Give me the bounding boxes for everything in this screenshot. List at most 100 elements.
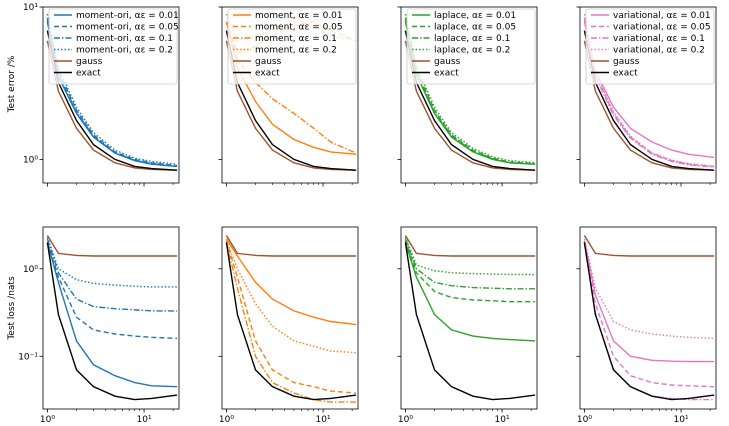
x-tick-label: 10¹ <box>316 415 331 425</box>
series-line-6 <box>225 242 357 401</box>
plot-frame <box>400 226 538 410</box>
legend-entry: moment, αε = 0.05 <box>255 23 343 33</box>
legend-entry: variational, αε = 0.05 <box>613 23 711 33</box>
series-line-3 <box>225 242 357 403</box>
series-line-5 <box>583 235 715 257</box>
series-line-6 <box>404 242 536 401</box>
series-line-2 <box>46 242 178 340</box>
x-tick-label: 10⁰ <box>40 415 55 425</box>
series-group <box>46 235 178 401</box>
panel-6: 10⁰10¹Epochs <box>218 226 359 425</box>
legend-box <box>48 8 178 85</box>
plot-frame <box>221 226 359 410</box>
x-tick-label: 10¹ <box>137 415 152 425</box>
series-line-5 <box>404 235 536 257</box>
legend-entry: moment-ori, αε = 0.05 <box>76 23 179 33</box>
legend-entry: variational, αε = 0.01 <box>613 11 711 21</box>
plot-frame <box>400 6 538 184</box>
legend-entry: moment, αε = 0.01 <box>255 11 343 21</box>
y-tick-label: 10⁰ <box>23 155 38 165</box>
y-tick-label: 10¹ <box>23 3 38 13</box>
plot-frame <box>221 6 359 184</box>
x-tick-label: 10¹ <box>674 415 689 425</box>
x-tick-label: 10⁰ <box>219 415 234 425</box>
legend-entry: moment, αε = 0.1 <box>255 34 337 44</box>
series-group <box>583 235 715 401</box>
series-line-3 <box>583 242 715 401</box>
x-tick-label: 10¹ <box>495 415 510 425</box>
series-line-6 <box>46 242 178 401</box>
legend-entry: laplace, αε = 0.1 <box>434 34 510 44</box>
series-line-6 <box>583 30 715 171</box>
legend-entry: moment-ori, αε = 0.1 <box>76 34 173 44</box>
series-line-6 <box>225 30 357 171</box>
series-line-3 <box>46 238 178 312</box>
plot-frame <box>42 6 180 184</box>
panel-4: variational, αε = 0.01 variational, αε = … <box>576 6 717 187</box>
legend-entry: variational, αε = 0.1 <box>613 34 705 44</box>
plot-frame <box>579 226 717 410</box>
legend-entry: moment-ori, αε = 0.2 <box>76 46 173 56</box>
plot-frame <box>579 6 717 184</box>
series-line-3 <box>583 19 715 168</box>
legend-entry: gauss <box>76 57 103 67</box>
legend-box <box>406 8 536 85</box>
series-line-1 <box>404 242 536 342</box>
series-group <box>225 235 357 403</box>
series-line-5 <box>583 40 715 171</box>
series-line-1 <box>225 238 357 326</box>
ylabel-top: Test error /% <box>7 55 17 113</box>
panel-7: 10⁰10¹Epochs <box>397 226 538 425</box>
legend-box <box>227 8 357 85</box>
legend: moment-ori, αε = 0.01 moment-ori, αε = 0.… <box>48 8 179 85</box>
y-tick-label: 10⁻¹ <box>18 352 38 362</box>
series-line-3 <box>404 238 536 290</box>
legend-entry: moment-ori, αε = 0.01 <box>76 11 179 21</box>
series-line-5 <box>46 40 178 171</box>
legend-entry: laplace, αε = 0.01 <box>434 11 516 21</box>
legend-entry: gauss <box>255 57 282 67</box>
legend-entry: gauss <box>434 57 461 67</box>
legend-entry: exact <box>76 69 101 79</box>
series-line-2 <box>583 242 715 388</box>
legend-entry: moment, αε = 0.2 <box>255 46 337 56</box>
x-tick-label: 10⁰ <box>577 415 592 425</box>
series-line-3 <box>225 21 357 154</box>
legend-box <box>585 8 715 85</box>
series-line-1 <box>46 242 178 388</box>
series-line-5 <box>225 235 357 257</box>
x-tick-label: 10⁰ <box>398 415 413 425</box>
series-line-4 <box>46 236 178 288</box>
series-line-4 <box>225 240 357 354</box>
series-line-2 <box>225 240 357 394</box>
legend: variational, αε = 0.01 variational, αε = … <box>585 8 715 85</box>
plot-frame <box>42 226 180 410</box>
panel-8: 10⁰10¹Epochs <box>576 226 717 425</box>
legend-entry: exact <box>613 69 638 79</box>
series-line-1 <box>583 240 715 363</box>
legend-entry: exact <box>255 69 280 79</box>
series-line-2 <box>404 240 536 303</box>
y-tick-label: 10⁰ <box>23 265 38 275</box>
series-line-5 <box>404 40 536 171</box>
legend-entry: laplace, αε = 0.05 <box>434 23 516 33</box>
legend-entry: laplace, αε = 0.2 <box>434 46 510 56</box>
series-line-5 <box>225 40 357 171</box>
series-line-5 <box>46 235 178 257</box>
legend-entry: exact <box>434 69 459 79</box>
series-group <box>404 235 536 401</box>
series-line-6 <box>404 30 536 171</box>
legend-entry: gauss <box>613 57 640 67</box>
ylabel-bottom: Test loss /nats <box>7 276 17 341</box>
series-line-6 <box>46 30 178 171</box>
series-line-6 <box>583 242 715 401</box>
legend-entry: variational, αε = 0.2 <box>613 46 705 56</box>
series-line-4 <box>583 238 715 340</box>
